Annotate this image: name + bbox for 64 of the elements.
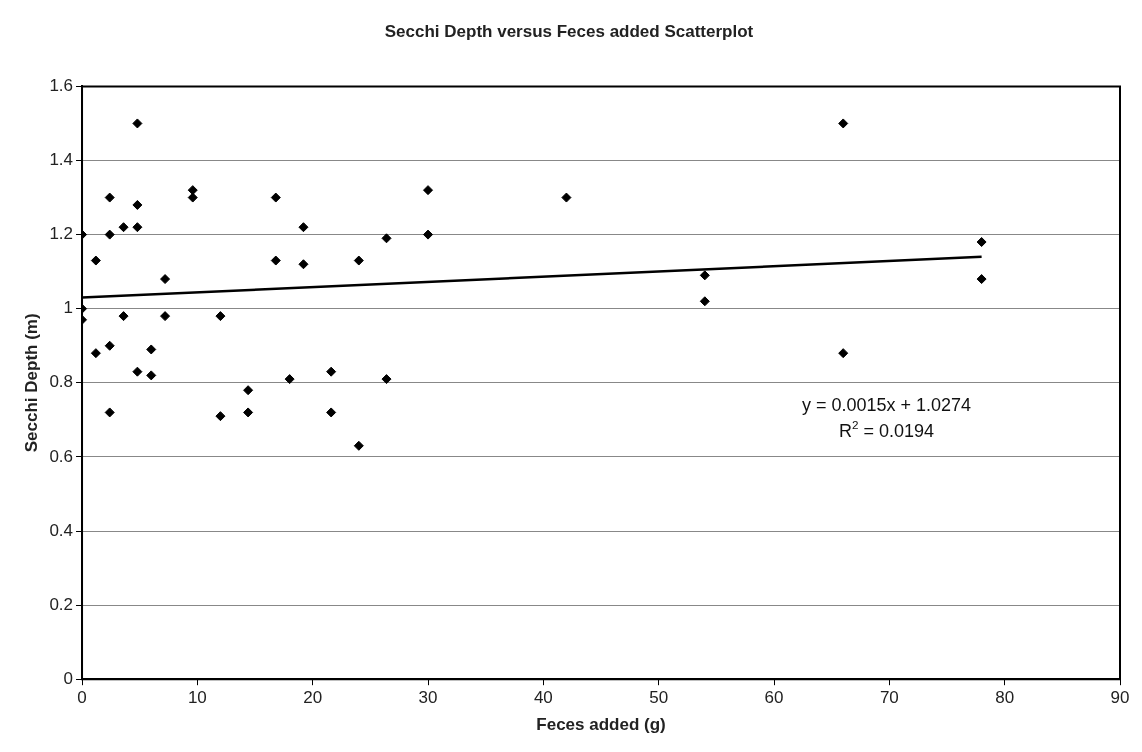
point (381, 233, 392, 244)
x-tick-label: 0 (77, 688, 87, 708)
point (353, 440, 364, 451)
point (215, 311, 226, 322)
point (118, 311, 129, 322)
point (146, 370, 157, 381)
y-tick-label: 0.2 (49, 594, 74, 614)
point (326, 407, 337, 418)
point (423, 185, 434, 196)
y-tick-label: 1.2 (49, 224, 74, 244)
point (284, 374, 295, 385)
point (90, 255, 101, 266)
point (381, 374, 392, 385)
x-tick-label: 60 (764, 688, 784, 708)
point (976, 274, 987, 285)
point (104, 340, 115, 351)
x-tick-label: 70 (879, 688, 899, 708)
point (353, 255, 364, 266)
point (298, 259, 309, 270)
x-tick-label: 80 (995, 688, 1015, 708)
point (976, 237, 987, 248)
point (118, 222, 129, 233)
point (699, 270, 710, 281)
point (187, 192, 198, 203)
point (298, 222, 309, 233)
point (160, 274, 171, 285)
annotation: y = 0.0015x + 1.0274 (801, 394, 972, 415)
point (699, 296, 710, 307)
point (270, 255, 281, 266)
x-tick-label: 20 (303, 688, 323, 708)
y-tick-label: 1.6 (49, 76, 74, 96)
point (243, 385, 254, 396)
y-tick-label: 0.8 (49, 372, 74, 392)
point (215, 411, 226, 422)
point (132, 199, 143, 210)
point (561, 192, 572, 203)
point (132, 366, 143, 377)
x-tick-label: 90 (1110, 688, 1130, 708)
point (104, 407, 115, 418)
x-tick-label: 50 (649, 688, 669, 708)
point (90, 348, 101, 359)
x-tick-label: 30 (418, 688, 438, 708)
point (104, 192, 115, 203)
x-tick-label: 40 (533, 688, 553, 708)
point (104, 229, 115, 240)
y-tick-label: 0.4 (49, 520, 74, 540)
point (270, 192, 281, 203)
y-axis-title: Secchi Depth (m) (21, 313, 41, 453)
y-tick-label: 0 (63, 668, 74, 688)
point (326, 366, 337, 377)
point (838, 118, 849, 129)
point (838, 348, 849, 359)
x-tick-label: 10 (187, 688, 207, 708)
chart-title: Secchi Depth versus Feces added Scatterplot (384, 21, 754, 41)
x-axis-title: Feces added (g) (536, 715, 666, 735)
point (160, 311, 171, 322)
point (132, 222, 143, 233)
y-tick-label: 1.4 (49, 150, 74, 170)
y-tick-label: 1 (63, 298, 74, 318)
point (146, 344, 157, 355)
point (423, 229, 434, 240)
point (243, 407, 254, 418)
y-tick-label: 0.6 (49, 446, 74, 466)
point (132, 118, 143, 129)
